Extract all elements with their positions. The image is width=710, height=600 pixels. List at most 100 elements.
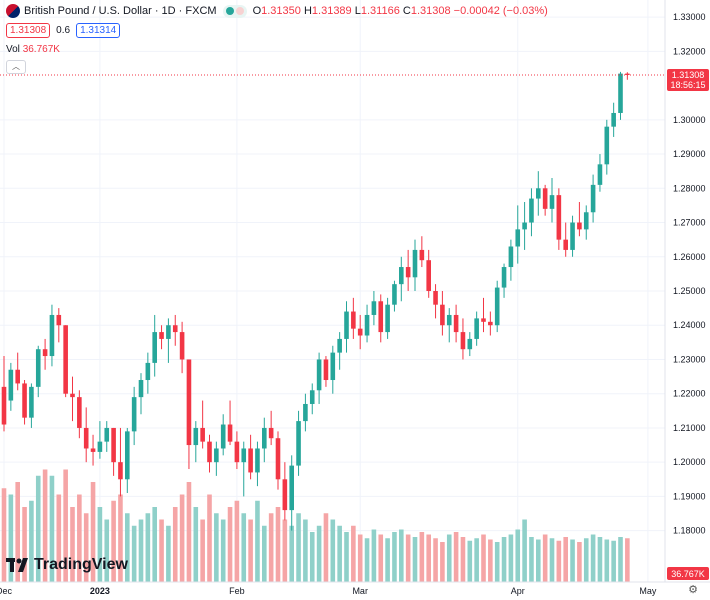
- volume-bar: [131, 525, 137, 582]
- candle-body: [316, 359, 322, 391]
- candle-body: [604, 126, 610, 165]
- volume-bar: [22, 507, 27, 582]
- volume-bar: [597, 537, 603, 582]
- chart-settings-button[interactable]: ⚙: [688, 583, 698, 596]
- candle-body: [563, 239, 568, 250]
- time-axis[interactable]: Dec2023FebMarAprMayJunJul24: [0, 581, 710, 596]
- volume-bar: [15, 482, 20, 582]
- candle-body: [15, 369, 20, 384]
- volume-bar: [570, 539, 575, 582]
- candle-body: [364, 314, 370, 336]
- price-axis[interactable]: 1.18000 1.19000 1.20000 1.21000 1.22000 1.230…: [664, 0, 706, 582]
- volume-bar: [508, 534, 514, 582]
- volume-bar: [412, 537, 418, 582]
- candle-body: [118, 462, 123, 480]
- volume-bar: [604, 539, 610, 582]
- volume-bar: [316, 525, 322, 582]
- volume-tag: [667, 567, 709, 580]
- volume-bar: [118, 494, 123, 582]
- candle-body: [351, 311, 356, 329]
- candle-body: [453, 314, 459, 333]
- volume-tag-label: 36.767K: [671, 569, 705, 579]
- grid-lines: [0, 0, 665, 582]
- candle-body: [268, 427, 274, 439]
- volume-bar: [248, 519, 253, 582]
- volume-bar: [1, 488, 7, 582]
- candle-body: [152, 332, 157, 363]
- candle-body: [357, 328, 363, 336]
- candle-body: [77, 397, 82, 428]
- candle-body: [186, 359, 192, 446]
- volume-bar: [405, 534, 411, 582]
- candle-body: [344, 311, 349, 339]
- y-tick-label: 1.26000: [673, 252, 706, 262]
- candle-body: [323, 359, 329, 381]
- x-tick-label: May: [639, 586, 657, 596]
- candle-body: [241, 448, 247, 463]
- candle-body: [214, 448, 219, 463]
- y-tick-label: 1.30000: [673, 115, 706, 125]
- volume-bar: [193, 507, 199, 582]
- candle-body: [583, 212, 589, 230]
- y-tick-label: 1.33000: [673, 12, 706, 22]
- volume-bar: [351, 525, 356, 582]
- candle-body: [262, 427, 267, 449]
- candle-body: [1, 386, 7, 425]
- candle-body: [42, 349, 48, 357]
- market-status-pill[interactable]: [222, 4, 247, 18]
- volume-bar: [234, 500, 240, 582]
- last-price-tag: [667, 69, 709, 92]
- candle-body: [296, 421, 301, 466]
- volume-legend: Vol 36.767K: [6, 44, 60, 55]
- y-tick-label: 1.28000: [673, 183, 706, 193]
- volume-bar: [494, 542, 500, 582]
- gbp-usd-flag-icon: [6, 4, 20, 18]
- volume-bar: [563, 537, 568, 582]
- volume-bar: [97, 507, 103, 582]
- volume-bar: [42, 469, 48, 582]
- candle-body: [385, 304, 390, 333]
- sell-button[interactable]: 1.31308: [6, 23, 51, 38]
- candle-body: [625, 73, 630, 75]
- market-open-icon: [225, 7, 234, 15]
- volume-bar: [481, 534, 486, 582]
- volume-bar: [111, 500, 116, 582]
- candle-body: [125, 431, 130, 480]
- tradingview-watermark[interactable]: TradingView: [6, 556, 128, 574]
- collapse-legend-button[interactable]: ︿: [6, 60, 26, 74]
- volume-bars: [1, 469, 630, 582]
- candle-body: [501, 267, 507, 288]
- symbol-title[interactable]: British Pound / U.S. Dollar · 1D · FXCM: [24, 5, 217, 17]
- candle-body: [138, 380, 144, 398]
- candle-body: [426, 260, 431, 291]
- volume-bar: [70, 507, 75, 582]
- volume-bar: [549, 538, 555, 582]
- buy-button[interactable]: 1.31314: [76, 23, 121, 38]
- volume-bar: [371, 529, 377, 582]
- volume-bar: [63, 469, 68, 582]
- volume-bar: [179, 494, 185, 582]
- candle-body: [8, 369, 14, 401]
- volume-bar: [303, 519, 308, 582]
- volume-bar: [590, 534, 596, 582]
- candle-body: [63, 325, 68, 394]
- candle-body: [111, 427, 116, 463]
- candle-body: [433, 291, 438, 305]
- candle-body: [172, 325, 178, 333]
- volume-label: Vol: [6, 44, 20, 55]
- volume-bar: [337, 525, 342, 582]
- volume-bar: [138, 519, 144, 582]
- candle-body: [35, 349, 41, 387]
- candles: [1, 71, 630, 531]
- watermark-text: TradingView: [34, 556, 128, 573]
- y-tick-label: 1.22000: [673, 389, 706, 399]
- candle-body: [412, 249, 418, 278]
- y-tick-label: 1.23000: [673, 354, 706, 364]
- volume-bar: [282, 519, 288, 582]
- candle-body: [330, 352, 336, 381]
- chart-legend: British Pound / U.S. Dollar · 1D · FXCM …: [6, 4, 548, 18]
- y-tick-label: 1.32000: [673, 46, 706, 56]
- volume-bar: [467, 540, 473, 582]
